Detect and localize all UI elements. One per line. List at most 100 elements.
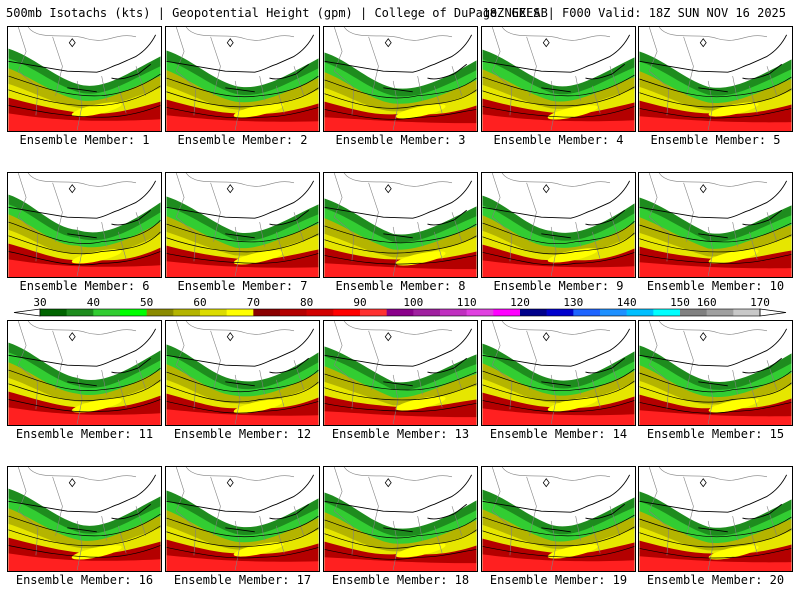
state-boundaries: [491, 321, 621, 425]
coastlines: [166, 328, 315, 387]
colorbar-swatch: [573, 309, 601, 316]
ensemble-panel: Ensemble Member: 2: [165, 26, 320, 147]
colorbar-swatch: [280, 309, 307, 316]
pole-marker-icon: [68, 478, 76, 488]
ensemble-map: [323, 466, 478, 572]
pole-marker-icon: [68, 38, 76, 48]
ensemble-panel: Ensemble Member: 14: [481, 320, 636, 441]
ensemble-map: [7, 172, 162, 278]
colorbar-tick-label: 110: [457, 296, 477, 309]
ensemble-member-label: Ensemble Member: 16: [15, 573, 154, 587]
coastlines: [482, 328, 631, 387]
colorbar-right-arrow: [759, 308, 787, 317]
jet-core: [233, 103, 284, 118]
ensemble-member-label: Ensemble Member: 8: [335, 279, 466, 293]
ensemble-panel: Ensemble Member: 9: [481, 172, 636, 293]
isotach-90-plus: [639, 262, 792, 277]
coastlines: [8, 328, 157, 387]
jet-core: [395, 396, 446, 411]
ensemble-panel: Ensemble Member: 19: [481, 466, 636, 587]
height-contours: [166, 221, 319, 264]
isotach-90-plus: [639, 410, 792, 425]
ensemble-map: [481, 172, 636, 278]
ensemble-map: [323, 172, 478, 278]
colorbar-swatch: [386, 309, 414, 316]
height-contours: [166, 515, 319, 559]
jet-core: [395, 251, 446, 266]
ensemble-map: [481, 320, 636, 426]
ensemble-member-label: Ensemble Member: 19: [489, 573, 628, 587]
ensemble-map: [165, 172, 320, 278]
ensemble-member-label: Ensemble Member: 12: [173, 427, 312, 441]
height-contours: [639, 516, 792, 559]
isotach-90-plus: [482, 114, 635, 131]
height-contours: [639, 370, 792, 414]
ensemble-map: [165, 26, 320, 132]
jet-core: [71, 398, 122, 413]
colorbar-tick-label: 60: [193, 296, 206, 309]
state-boundaries: [175, 321, 305, 425]
colorbar-tick-label: 120: [510, 296, 530, 309]
map-title: 500mb Isotachs (kts) | Geopotential Heig…: [6, 6, 548, 20]
isotach-90-plus: [482, 408, 635, 425]
pole-marker-icon: [542, 38, 550, 48]
pole-marker-icon: [542, 332, 550, 342]
isotach-90-plus: [8, 553, 161, 571]
state-boundaries: [333, 467, 463, 571]
colorbar-outline: [39, 308, 761, 317]
ensemble-panel: Ensemble Member: 10: [638, 172, 793, 293]
coastlines: [482, 474, 631, 533]
ensemble-map: [323, 320, 478, 426]
colorbar-tick-label: 160: [697, 296, 717, 309]
pole-marker-icon: [384, 184, 392, 194]
coastlines: [8, 34, 157, 93]
colorbar-swatch: [200, 309, 227, 316]
jet-core: [71, 102, 122, 117]
ensemble-panel: Ensemble Member: 13: [323, 320, 478, 441]
ensemble-panel: Ensemble Member: 4: [481, 26, 636, 147]
state-boundaries: [491, 173, 621, 277]
colorbar-swatch: [520, 309, 547, 316]
colorbar-swatch: [466, 309, 494, 316]
coastlines: [166, 34, 315, 93]
ensemble-panel: Ensemble Member: 3: [323, 26, 478, 147]
ensemble-map: [7, 26, 162, 132]
ensemble-map: [481, 466, 636, 572]
coastlines: [639, 180, 788, 239]
isotach-90-plus: [166, 115, 319, 131]
ensemble-map: [638, 172, 793, 278]
state-boundaries: [17, 321, 147, 425]
pole-marker-icon: [226, 38, 234, 48]
ensemble-member-label: Ensemble Member: 11: [15, 427, 154, 441]
isotach-90-plus: [639, 116, 792, 131]
colorbar-swatch: [440, 309, 467, 316]
colorbar-swatch: [733, 309, 761, 316]
jet-core: [708, 102, 759, 117]
ensemble-panel: Ensemble Member: 1: [7, 26, 162, 147]
ensemble-map: [638, 466, 793, 572]
ensemble-panel: Ensemble Member: 6: [7, 172, 162, 293]
colorbar-tick-label: 140: [617, 296, 637, 309]
pole-marker-icon: [384, 38, 392, 48]
height-contours: [482, 514, 635, 558]
wind-speed-colorbar: 30 40 50 60 70 80 90 100 110 120 130 140 150 160 170: [13, 296, 787, 317]
colorbar-swatch: [66, 309, 94, 316]
colorbar-swatch: [306, 309, 334, 316]
pole-marker-icon: [699, 332, 707, 342]
ensemble-map: [481, 26, 636, 132]
coastlines: [324, 180, 473, 239]
isotach-90-plus: [324, 117, 477, 131]
jet-core: [233, 399, 284, 414]
height-contours: [8, 73, 161, 118]
jet-core: [547, 544, 598, 559]
coastlines: [482, 34, 631, 93]
ensemble-member-label: Ensemble Member: 20: [646, 573, 785, 587]
colorbar-swatch: [93, 309, 121, 316]
colorbar-tick-label: 100: [403, 296, 423, 309]
state-boundaries: [648, 467, 778, 571]
jet-core: [708, 249, 759, 264]
ensemble-member-label: Ensemble Member: 9: [493, 279, 624, 293]
jet-core: [233, 250, 284, 265]
coastlines: [8, 180, 157, 239]
colorbar-swatch: [600, 309, 627, 316]
